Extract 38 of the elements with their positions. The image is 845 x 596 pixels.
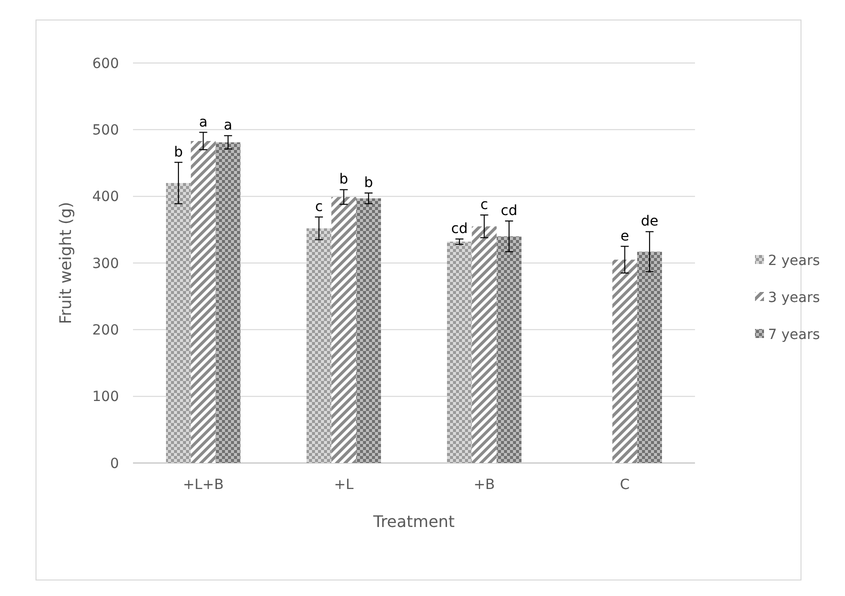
x-tick-label: +B [474, 477, 495, 493]
legend-label: 2 years [768, 252, 820, 269]
bar [637, 252, 662, 463]
data-label: a [224, 118, 232, 134]
y-tick-label: 0 [110, 456, 119, 472]
data-label: b [364, 175, 374, 191]
bar [331, 197, 356, 463]
bar [190, 141, 216, 463]
data-label: b [174, 144, 183, 160]
bar [306, 228, 332, 463]
bar [216, 142, 240, 463]
y-tick-label: 400 [92, 189, 119, 206]
data-label: c [480, 197, 488, 213]
bar [612, 260, 638, 463]
y-tick-label: 500 [92, 122, 119, 139]
bar [166, 183, 191, 463]
x-tick-label: +L [334, 477, 354, 493]
y-tick-label: 600 [92, 56, 119, 72]
data-label: e [620, 228, 630, 244]
data-label: b [339, 172, 348, 188]
bar [472, 226, 497, 463]
x-tick-label: +L+B [182, 477, 224, 493]
x-tick-label: C [620, 477, 630, 493]
data-label: cd [500, 203, 518, 219]
x-axis-title: Treatment [372, 512, 455, 531]
legend-label: 3 years [768, 290, 820, 306]
data-label: de [640, 214, 658, 230]
legend-label: 7 years [768, 326, 820, 343]
y-tick-label: 200 [92, 322, 119, 339]
data-label: a [198, 114, 208, 130]
y-tick-label: 100 [92, 389, 119, 406]
data-label: c [315, 199, 323, 215]
y-axis-title: Fruit weight (g) [56, 202, 75, 324]
bar [447, 242, 472, 463]
bar [356, 198, 381, 463]
bar [496, 236, 522, 463]
data-label: cd [451, 221, 468, 237]
y-tick-label: 300 [92, 256, 119, 272]
